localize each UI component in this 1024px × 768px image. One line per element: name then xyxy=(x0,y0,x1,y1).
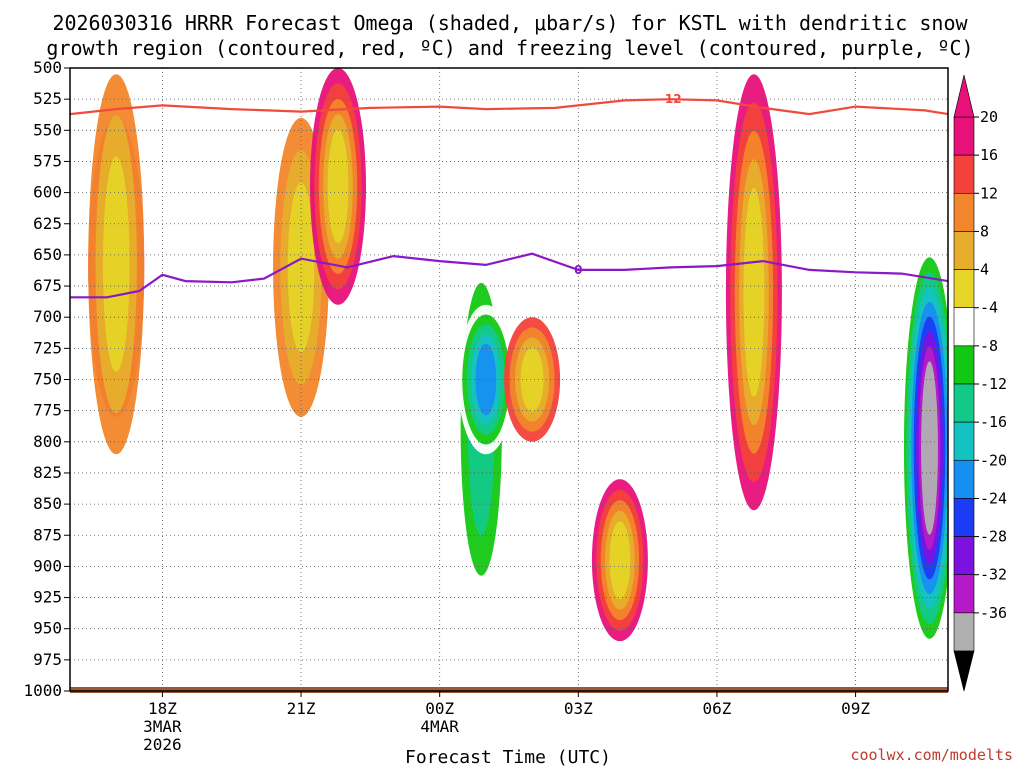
x-tick-label-21Z: 21Z xyxy=(287,699,316,718)
chart-title-line-1: 2026030316 HRRR Forecast Omega (shaded, … xyxy=(52,11,968,35)
x-tick-label-18Z: 18Z xyxy=(148,699,177,718)
y-tick-label-775: 775 xyxy=(33,401,62,420)
y-tick-label-825: 825 xyxy=(33,463,62,482)
colorbar-label--36: -36 xyxy=(980,604,1007,622)
omega-cell-1-level-4 xyxy=(102,156,130,372)
colorbar-label-8: 8 xyxy=(980,222,989,240)
colorbar-label--20: -20 xyxy=(980,451,1007,469)
y-tick-label-700: 700 xyxy=(33,307,62,326)
y-tick-label-900: 900 xyxy=(33,556,62,575)
x-tick-label-03Z: 03Z xyxy=(564,699,593,718)
y-tick-label-875: 875 xyxy=(33,525,62,544)
colorbar-swatch-11 xyxy=(953,536,975,576)
y-tick-label-650: 650 xyxy=(33,245,62,264)
colorbar-swatch-13 xyxy=(953,612,975,652)
colorbar-bottom-arrow xyxy=(953,650,975,692)
x-tick-label-2026: 2026 xyxy=(143,735,182,754)
y-tick-label-850: 850 xyxy=(33,494,62,513)
y-tick-label-525: 525 xyxy=(33,89,62,108)
y-tick-label-725: 725 xyxy=(33,338,62,357)
colorbar-legend: 20 16 12 8 4 -4 -8 -12 -16 -20 -24 -28 -32 -36 xyxy=(953,74,1007,692)
colorbar-swatch-0 xyxy=(953,116,975,156)
omega-cell-3-level-4 xyxy=(327,129,349,244)
omega-cell-5-level--20 xyxy=(475,343,497,416)
y-tick-label-675: 675 xyxy=(33,276,62,295)
chart-title-line-2: growth region (contoured, red, ºC) and f… xyxy=(46,36,973,60)
x-tick-label-09Z: 09Z xyxy=(841,699,870,718)
colorbar-label-4: 4 xyxy=(980,261,989,279)
colorbar-swatch-10 xyxy=(953,498,975,537)
colorbar-label-16: 16 xyxy=(980,146,998,164)
contour-line-0 xyxy=(70,252,948,299)
omega-cell-7-level-4 xyxy=(609,521,631,600)
x-tick-label-4MAR: 4MAR xyxy=(420,717,459,736)
x-tick-label-00Z: 00Z xyxy=(425,699,454,718)
colorbar-label--32: -32 xyxy=(980,566,1007,584)
y-tick-label-550: 550 xyxy=(33,120,62,139)
y-tick-label-950: 950 xyxy=(33,619,62,638)
colorbar-label--12: -12 xyxy=(980,375,1007,393)
contour-layer: -12 0 xyxy=(70,92,948,299)
colorbar-swatch-2 xyxy=(953,192,975,232)
colorbar-swatch-8 xyxy=(953,421,975,461)
colorbar-top-arrow xyxy=(953,74,975,118)
colorbar-label--16: -16 xyxy=(980,413,1007,431)
colorbar-swatch-6 xyxy=(953,345,975,385)
colorbar-label--28: -28 xyxy=(980,528,1007,546)
x-tick-label-06Z: 06Z xyxy=(702,699,731,718)
y-tick-label-500: 500 xyxy=(33,58,62,77)
colorbar-label--24: -24 xyxy=(980,489,1007,507)
omega-shading-layer xyxy=(88,68,948,654)
y-tick-label-625: 625 xyxy=(33,214,62,233)
ground-surface-bar xyxy=(70,687,948,693)
colorbar-label--4: -4 xyxy=(980,299,998,317)
omega-cell-6-level-4 xyxy=(520,347,544,412)
colorbar-swatch-12 xyxy=(953,574,975,614)
y-tick-label-1000: 1000 xyxy=(23,681,62,700)
colorbar-label-20: 20 xyxy=(980,108,998,126)
y-tick-label-575: 575 xyxy=(33,151,62,170)
x-axis-label: Forecast Time (UTC) xyxy=(405,747,611,768)
y-tick-label-925: 925 xyxy=(33,588,62,607)
colorbar-swatch-5 xyxy=(953,307,975,347)
omega-cell-8-level-4 xyxy=(743,187,765,397)
colorbar-label--8: -8 xyxy=(980,337,998,355)
y-axis-pressure: 500 525 550 575 600 625 650 675 700 725 750 775 800 8… xyxy=(23,58,70,700)
colorbar-swatch-1 xyxy=(953,154,975,194)
colorbar-swatch-7 xyxy=(953,383,975,423)
colorbar-label-12: 12 xyxy=(980,184,998,202)
colorbar-swatch-3 xyxy=(953,231,975,270)
contour-label-0: 0 xyxy=(574,263,582,277)
colorbar-swatch-9 xyxy=(953,459,975,499)
site-credit: coolwx.com/modelts xyxy=(850,746,1013,764)
y-tick-label-600: 600 xyxy=(33,183,62,202)
omega-cell-9-level--36 xyxy=(921,361,938,535)
y-tick-label-975: 975 xyxy=(33,650,62,669)
y-tick-label-750: 750 xyxy=(33,370,62,389)
y-tick-label-800: 800 xyxy=(33,432,62,451)
contour-line--12 xyxy=(70,98,948,116)
contour-label--12: -12 xyxy=(660,92,682,106)
omega-cell-2-level-4 xyxy=(287,182,315,353)
x-tick-label-3MAR: 3MAR xyxy=(143,717,182,736)
colorbar-swatch-4 xyxy=(953,269,975,309)
